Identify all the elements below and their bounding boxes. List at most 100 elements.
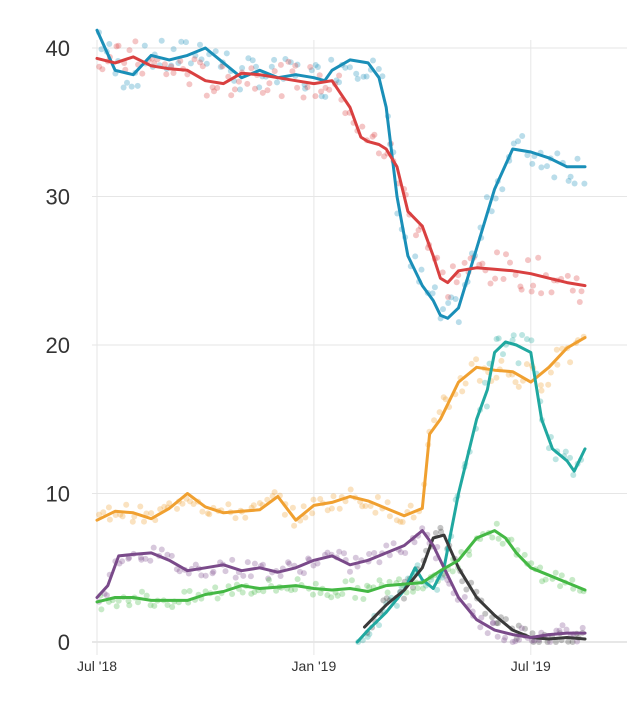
poll-point <box>330 493 337 500</box>
trend-lines <box>95 28 587 644</box>
poll-point <box>538 164 545 171</box>
y-tick-label: 10 <box>46 482 70 507</box>
poll-point <box>268 63 275 70</box>
poll-point <box>559 622 566 629</box>
poll-point <box>294 576 301 583</box>
y-axis-ticks: 0 10 20 30 40 <box>46 36 70 655</box>
poll-point <box>459 388 466 395</box>
poll-point <box>554 361 561 368</box>
poll-point <box>252 85 258 92</box>
poll-point <box>199 63 206 70</box>
poll-point <box>493 336 500 342</box>
poll-point <box>519 133 526 139</box>
poll-point <box>225 583 232 590</box>
poll-point <box>256 500 263 507</box>
poll-point <box>137 503 144 510</box>
poll-point <box>547 639 554 645</box>
poll-point <box>253 63 259 70</box>
poll-point <box>346 64 353 71</box>
poll-point <box>158 37 165 44</box>
poll-point <box>523 361 530 368</box>
poll-point <box>190 501 197 507</box>
poll-point <box>119 558 126 565</box>
poll-point <box>281 511 288 518</box>
poll-point <box>312 62 319 68</box>
poll-point <box>202 572 209 579</box>
poll-point <box>324 592 331 599</box>
poll-point <box>328 594 335 601</box>
poll-point <box>173 566 180 573</box>
poll-point <box>177 58 184 64</box>
poll-point <box>376 622 382 629</box>
poll-point <box>502 634 509 641</box>
poll-point <box>563 626 570 633</box>
poll-point <box>192 561 199 568</box>
poll-point <box>492 275 499 282</box>
x-tick-label: Jan '19 <box>292 658 337 674</box>
poll-point <box>203 92 210 99</box>
poll-point <box>442 396 449 403</box>
poll-point <box>347 568 353 575</box>
poll-point <box>448 294 455 301</box>
poll-point <box>578 288 585 295</box>
poll-point <box>211 88 217 95</box>
poll-point <box>380 597 387 604</box>
poll-point <box>513 635 520 642</box>
poll-point <box>300 94 307 101</box>
poll-point <box>517 283 524 290</box>
poll-point <box>410 584 416 591</box>
poll-point <box>512 271 519 278</box>
poll-point <box>300 570 307 577</box>
poll-point <box>453 279 460 286</box>
poll-point <box>247 573 254 580</box>
poll-point <box>137 554 144 561</box>
poll-point <box>273 587 280 594</box>
poll-point <box>522 625 528 632</box>
poll-point <box>214 595 221 602</box>
poll-point <box>440 394 447 401</box>
poll-point <box>390 540 397 547</box>
poll-point <box>242 514 249 521</box>
poll-point <box>148 510 155 517</box>
poll-point <box>557 583 564 590</box>
poll-point <box>317 496 324 502</box>
poll-point <box>129 518 136 525</box>
poll-point <box>204 510 211 517</box>
poll-point <box>248 590 255 597</box>
poll-point <box>186 81 193 88</box>
poll-point <box>310 562 317 569</box>
poll-point <box>198 56 205 63</box>
poll-point <box>312 93 319 100</box>
x-tick-label: Jul '19 <box>511 658 551 674</box>
poll-point <box>375 66 382 72</box>
poll-point <box>397 518 404 525</box>
poll-point <box>364 633 371 640</box>
poll-point <box>245 55 252 62</box>
poll-point <box>552 639 559 645</box>
poll-point <box>302 85 309 92</box>
poll-point <box>539 578 546 585</box>
poll-point <box>141 42 148 49</box>
poll-point <box>209 84 216 91</box>
poll-point <box>516 636 522 643</box>
poll-points <box>96 29 588 645</box>
poll-point <box>463 586 470 593</box>
poll-point <box>500 276 507 282</box>
poll-point <box>415 227 422 234</box>
poll-point <box>128 83 135 90</box>
poll-point <box>530 639 537 645</box>
poll-point <box>354 563 361 570</box>
poll-point <box>285 58 292 65</box>
poll-point <box>223 50 230 57</box>
poll-point <box>126 47 133 54</box>
poll-point <box>528 288 535 295</box>
poll-point <box>105 504 112 511</box>
poll-point <box>197 59 203 66</box>
poll-point <box>244 80 251 87</box>
poll-point <box>529 160 536 167</box>
poll-point <box>455 319 462 326</box>
poll-point <box>266 80 273 87</box>
poll-point <box>150 544 157 551</box>
poll-point <box>495 535 502 542</box>
poll-point <box>510 140 517 147</box>
